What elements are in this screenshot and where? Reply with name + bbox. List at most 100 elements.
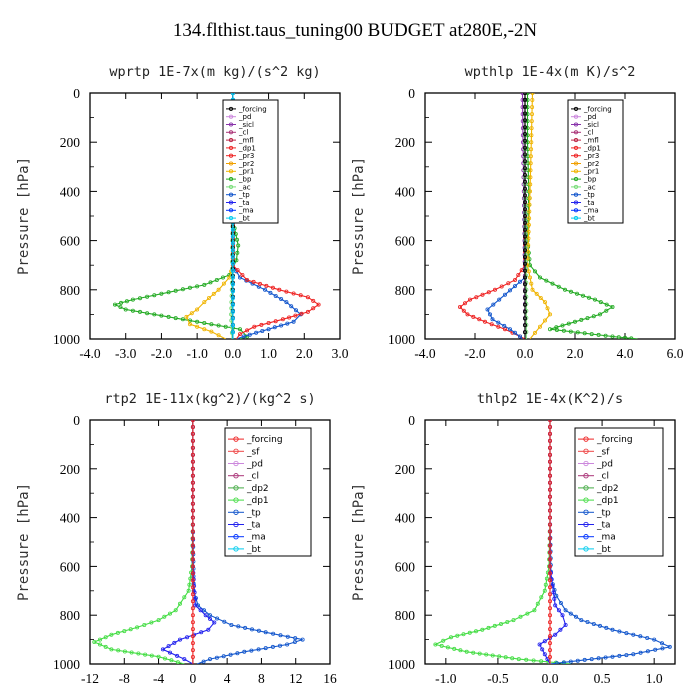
x-tick-label: -1.0: [435, 671, 457, 686]
series-marker: [487, 312, 492, 317]
series-marker: [596, 332, 601, 337]
series-marker: [516, 657, 521, 662]
legend-entry: _ac: [583, 183, 596, 191]
x-tick-label: 12: [289, 671, 303, 686]
series-marker: [240, 272, 245, 277]
legend-entry: _pd: [246, 460, 263, 470]
series-marker: [190, 648, 195, 653]
legend-entry: _ta: [246, 521, 261, 531]
legend: _forcing_pd_sicl_cl_mfl_dp1_pr3_pr2_pr1_…: [567, 99, 624, 224]
series-line-ta: [161, 420, 216, 664]
series-marker: [189, 311, 194, 316]
series-marker: [638, 650, 643, 655]
legend-box: [574, 427, 664, 557]
legend-entry: _dp2: [596, 484, 619, 494]
series-marker: [190, 543, 195, 548]
series-marker: [285, 634, 290, 639]
legend-marker: [228, 169, 234, 174]
series-marker: [513, 284, 518, 289]
series-line-tp: [486, 93, 526, 339]
series-marker: [638, 634, 643, 639]
series-marker: [166, 314, 171, 319]
series-marker: [568, 611, 573, 616]
series-marker: [617, 629, 622, 634]
series-marker: [490, 317, 495, 322]
legend-entry: _dp1: [583, 144, 601, 152]
legend-entry: _bp: [238, 176, 252, 184]
legend: _forcing _sf _pd _cl _dp2 _dp1 _tp _ta _ma _bt: [574, 427, 664, 557]
series-marker: [457, 304, 462, 309]
series-marker: [530, 287, 535, 292]
legend: _forcing_pd_sicl_cl_mfl_dp1_pr3_pr2_pr1_…: [222, 99, 279, 224]
series-marker: [477, 317, 482, 322]
series-marker: [214, 655, 219, 660]
legend-marker: [233, 509, 239, 515]
x-tick-label: 0.0: [517, 346, 534, 361]
series-marker: [190, 634, 195, 639]
series-marker: [190, 424, 195, 429]
series-marker: [129, 650, 134, 655]
series-marker: [560, 323, 565, 328]
series-marker: [523, 330, 528, 335]
series-marker: [499, 284, 504, 289]
legend-marker: [573, 114, 579, 119]
series-marker: [484, 652, 489, 657]
series-marker: [589, 657, 594, 662]
series-marker: [520, 105, 525, 110]
series-marker: [524, 266, 529, 271]
y-tick-label: 800: [60, 283, 81, 298]
series-marker: [465, 312, 470, 317]
legend-entry: _ta: [238, 199, 250, 207]
series-marker: [548, 494, 553, 499]
series-marker: [190, 564, 195, 569]
series-marker: [160, 647, 165, 652]
series-marker: [563, 623, 568, 628]
series-marker: [201, 659, 206, 664]
series-marker: [207, 657, 212, 662]
series-marker: [187, 322, 192, 327]
series-marker: [230, 330, 235, 335]
series-marker: [554, 327, 559, 332]
series-marker: [523, 125, 528, 130]
series-marker: [610, 654, 615, 659]
series-marker: [182, 657, 187, 662]
series-marker: [548, 578, 553, 583]
series-marker: [234, 258, 239, 263]
legend-entry: _bt: [238, 215, 250, 223]
legend-entry: _pr3: [238, 152, 254, 160]
series-line-dp1: [459, 93, 526, 339]
legend-marker: [573, 216, 579, 221]
series-marker: [230, 93, 235, 95]
series-marker: [575, 658, 580, 663]
series-marker: [137, 309, 142, 314]
series-marker: [593, 297, 598, 302]
figure-title: 134.flthist.taus_tuning00 BUDGET at280E,…: [173, 20, 538, 41]
series-marker: [545, 306, 550, 311]
series-marker: [256, 647, 261, 652]
series-marker: [245, 328, 250, 333]
y-axis-label: Pressure [hPa]: [351, 157, 367, 275]
series-marker: [173, 288, 178, 293]
panel-2: wpthlp 1E-4x(m K)/s^2 Pressure [hPa] -4.0 -…: [351, 64, 684, 361]
legend-entry: _ac: [238, 183, 251, 191]
series-marker: [474, 295, 479, 300]
series-marker: [162, 614, 167, 619]
legend-marker: [583, 534, 589, 540]
series-marker: [561, 328, 566, 333]
series-marker: [548, 564, 553, 569]
series-marker: [533, 269, 538, 274]
series-marker: [505, 620, 510, 625]
series-marker: [579, 317, 584, 322]
legend-marker: [573, 200, 579, 205]
y-tick-label: 0: [73, 86, 80, 101]
series-marker: [305, 309, 310, 314]
series-marker: [461, 308, 466, 313]
series-marker: [523, 145, 528, 150]
series-marker: [162, 656, 167, 661]
series-marker: [490, 653, 495, 658]
series-marker: [202, 282, 207, 287]
series-marker: [545, 657, 550, 662]
series-marker: [525, 611, 530, 616]
series-marker: [548, 424, 553, 429]
panel-3: rtp2 1E-11x(kg^2)/(kg^2 s) Pressure [hPa]…: [16, 391, 337, 686]
